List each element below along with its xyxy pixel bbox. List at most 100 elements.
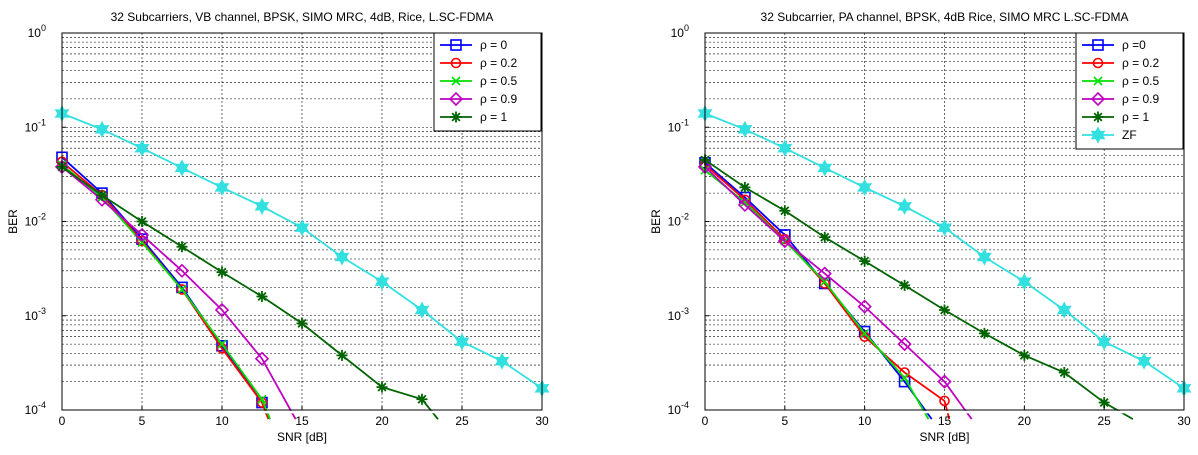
- y-tick-label: 10-4: [25, 400, 46, 417]
- data-point: [1096, 333, 1112, 351]
- data-point: [254, 351, 270, 366]
- data-point: [216, 339, 228, 352]
- x-tick-label: 15: [295, 414, 309, 428]
- legend-swatch-marker: [448, 91, 464, 107]
- data-point: [494, 352, 510, 370]
- y-tick-exponent: -4: [681, 400, 689, 410]
- data-point: [900, 373, 910, 383]
- data-point: [1018, 349, 1030, 361]
- y-tick-base: 10: [25, 215, 39, 229]
- legend-label: ρ =0: [1122, 38, 1146, 52]
- x-axis-label: SNR [dB]: [277, 430, 327, 444]
- series-line: [704, 166, 973, 420]
- y-tick-label: 100: [28, 23, 46, 40]
- data-point: [857, 299, 872, 314]
- legend-swatch-marker: [450, 57, 462, 69]
- data-point: [294, 219, 310, 237]
- legend-swatch-marker: [1093, 76, 1103, 86]
- legend-swatch-marker: [1092, 111, 1104, 123]
- y-tick-exponent: -3: [681, 306, 689, 316]
- x-tick-label: 25: [1097, 414, 1111, 428]
- data-point: [96, 189, 108, 201]
- y-tick-base: 10: [668, 120, 682, 134]
- data-point: [1056, 301, 1072, 319]
- legend-label: ρ = 0.5: [1122, 74, 1160, 88]
- legend-label: ρ = 0.5: [480, 74, 518, 88]
- series-unnamed-5: [54, 104, 550, 397]
- y-tick-base: 10: [668, 309, 682, 323]
- legend-label: ρ = 0.2: [1122, 56, 1160, 70]
- x-tick-label: 20: [1018, 414, 1032, 428]
- data-point: [134, 227, 150, 243]
- data-point: [859, 255, 871, 267]
- data-point: [216, 266, 228, 278]
- legend-item: ρ = 0.2: [1082, 56, 1160, 70]
- data-point: [937, 219, 952, 237]
- x-tick-label: 10: [215, 414, 229, 428]
- legend-item: ρ = 0.5: [440, 74, 518, 88]
- x-tick-label: 5: [139, 414, 146, 428]
- data-point: [376, 381, 388, 393]
- data-point: [136, 216, 148, 227]
- y-axis-label: BER: [649, 209, 663, 234]
- y-tick-exponent: -2: [681, 212, 689, 222]
- y-tick-label: 10-2: [25, 212, 46, 229]
- data-point: [739, 181, 751, 193]
- y-tick-label: 10-2: [668, 212, 689, 229]
- data-point: [257, 394, 267, 404]
- data-point: [737, 197, 753, 213]
- y-tick-label: 100: [671, 23, 689, 40]
- data-point: [334, 248, 350, 266]
- data-point: [777, 139, 793, 157]
- data-point: [978, 327, 990, 339]
- legend-label: ZF: [1122, 128, 1137, 142]
- y-tick-label: 10-1: [668, 117, 689, 134]
- y-tick-exponent: -1: [38, 117, 46, 127]
- y-tick-base: 10: [25, 120, 39, 134]
- data-point: [860, 328, 870, 338]
- y-tick-exponent: 0: [684, 23, 689, 33]
- series-group: [54, 104, 550, 420]
- legend: ρ = 0 ρ = 0.2 ρ = 0.5 ρ = 0.9 ρ = 1: [433, 32, 542, 132]
- series-line: [704, 164, 951, 420]
- data-point: [414, 301, 430, 319]
- clip-cover: [704, 410, 1198, 414]
- y-tick-exponent: 0: [41, 23, 46, 33]
- y-tick-label: 10-3: [668, 306, 689, 323]
- legend-swatch-marker: [451, 76, 461, 86]
- data-point: [740, 197, 750, 207]
- data-point: [174, 159, 190, 177]
- legend-swatch-marker: [1092, 39, 1104, 51]
- y-tick-exponent: -3: [38, 306, 46, 316]
- series-group: [697, 104, 1192, 420]
- legend-item: ρ = 1: [1082, 110, 1150, 124]
- legend-item: ρ = 0.2: [440, 56, 518, 70]
- y-tick-label: 10-4: [668, 400, 689, 417]
- legend-swatch-marker: [1090, 91, 1106, 107]
- legend-label: ρ = 0.9: [480, 92, 518, 106]
- data-point: [737, 120, 753, 138]
- y-tick-base: 10: [668, 403, 682, 417]
- x-axis-label: SNR [dB]: [919, 430, 969, 444]
- data-point: [176, 241, 188, 253]
- data-point: [1058, 366, 1070, 378]
- x-tick-label: 0: [59, 414, 66, 428]
- clip-cover: [61, 410, 581, 414]
- data-point: [779, 205, 791, 217]
- data-point: [897, 336, 912, 352]
- data-point: [897, 197, 913, 215]
- y-tick-label: 10-1: [25, 117, 46, 134]
- y-tick-base: 10: [25, 403, 39, 417]
- data-point: [939, 395, 950, 407]
- data-point: [976, 248, 992, 266]
- y-tick-exponent: -2: [38, 212, 46, 222]
- data-point: [256, 291, 268, 303]
- data-point: [857, 178, 873, 196]
- legend-item: ρ = 0.5: [1082, 74, 1160, 88]
- data-point: [374, 273, 390, 291]
- data-point: [176, 281, 188, 294]
- data-point: [176, 284, 188, 295]
- legend-swatch-marker: [450, 111, 462, 123]
